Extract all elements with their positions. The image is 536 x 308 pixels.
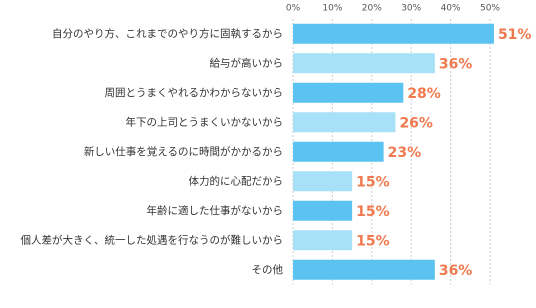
category-label: 自分のやり方、これまでのやり方に固執するから bbox=[52, 27, 283, 40]
bar bbox=[293, 141, 384, 162]
bar bbox=[293, 23, 494, 44]
x-tick-label: 30% bbox=[401, 4, 421, 14]
category-label: 新しい仕事を覚えるのに時間がかかるから bbox=[84, 145, 283, 158]
bar bbox=[293, 171, 353, 192]
category-label: その他 bbox=[252, 263, 284, 276]
value-label: 15% bbox=[356, 233, 390, 249]
x-tick-label: 40% bbox=[441, 4, 461, 14]
category-label: 体力的に心配だから bbox=[189, 174, 284, 187]
value-label: 36% bbox=[439, 263, 473, 279]
value-label: 23% bbox=[388, 145, 422, 161]
category-label: 周囲とうまくやれるかわからないから bbox=[105, 87, 284, 99]
bar bbox=[293, 112, 396, 133]
value-label: 15% bbox=[356, 174, 390, 190]
category-label: 年齢に適した仕事がないから bbox=[147, 204, 284, 217]
value-label: 36% bbox=[439, 56, 473, 72]
x-tick-label: 0% bbox=[286, 4, 301, 14]
category-label: 年下の上司とうまくいかないから bbox=[126, 115, 284, 128]
value-label: 51% bbox=[498, 27, 532, 43]
category-label: 個人差が大きく、統一した処遇を行なうのが難しいから bbox=[21, 233, 284, 246]
x-tick-label: 10% bbox=[322, 4, 342, 14]
x-tick-label: 20% bbox=[362, 4, 382, 14]
x-tick-label: 50% bbox=[480, 4, 500, 14]
value-label: 26% bbox=[399, 115, 433, 131]
bar bbox=[293, 53, 435, 74]
bar bbox=[293, 230, 353, 251]
value-label: 28% bbox=[407, 86, 441, 102]
bar bbox=[293, 200, 353, 221]
bar bbox=[293, 82, 404, 103]
category-label: 給与が高いから bbox=[210, 56, 284, 69]
value-label: 15% bbox=[356, 204, 390, 220]
bar bbox=[293, 259, 435, 280]
